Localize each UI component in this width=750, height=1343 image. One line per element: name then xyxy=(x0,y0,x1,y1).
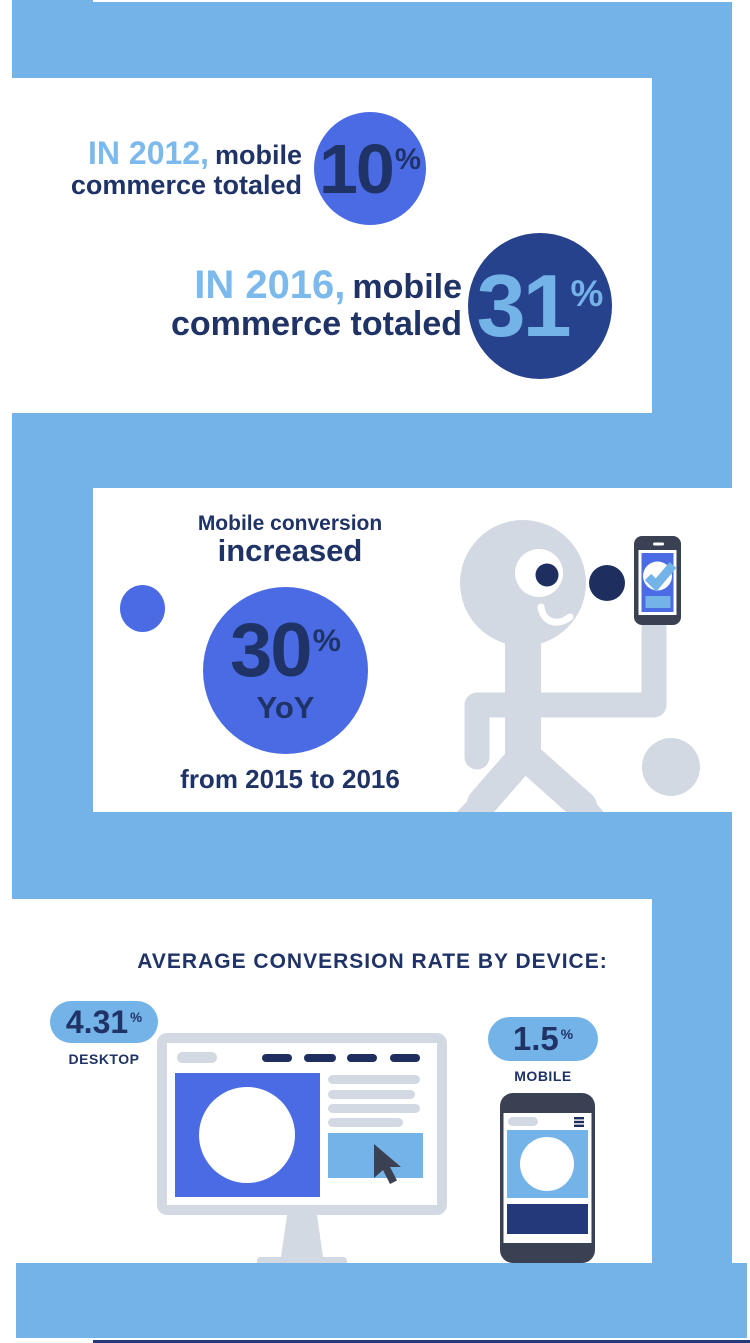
character-nose-dot xyxy=(589,565,625,601)
conversion-heading-line1: Mobile conversion xyxy=(197,512,383,535)
browser-pill xyxy=(177,1052,217,1063)
stat-2016-year: IN 2016, xyxy=(194,263,346,307)
ribbon-right-strip-lower xyxy=(652,899,732,1263)
stat-2016-line2: commerce totaled xyxy=(171,305,462,344)
devices-title: AVERAGE CONVERSION RATE BY DEVICE: xyxy=(137,950,608,973)
ball-icon xyxy=(642,738,700,796)
stat-2016-text: IN 2016, mobile commerce totaled xyxy=(150,264,462,344)
conversion-value: 30 xyxy=(230,608,313,694)
ribbon-left-strip xyxy=(12,488,93,812)
conversion-stat-circle: 30% YoY xyxy=(203,587,368,754)
desktop-monitor-illustration xyxy=(157,1033,447,1270)
conversion-percent-sign: % xyxy=(312,621,341,658)
menu-dash-icon xyxy=(390,1054,420,1062)
stat-2016-circle: 31% xyxy=(468,233,612,379)
text-line xyxy=(328,1090,415,1099)
stat-2016-percent-sign: % xyxy=(570,273,604,315)
hamburger-menu-icon xyxy=(574,1120,584,1124)
browser-pill xyxy=(508,1117,538,1126)
character-left-arm xyxy=(464,692,536,770)
character-smile xyxy=(537,603,574,626)
hero-circle xyxy=(520,1137,574,1191)
menu-dash-icon xyxy=(347,1054,377,1062)
stat-2016-rest: mobile xyxy=(352,268,462,306)
stat-2012-year: IN 2012, xyxy=(88,135,209,171)
stat-2012-line1: IN 2012, mobile xyxy=(40,136,302,171)
ribbon-middle-band-1 xyxy=(12,413,732,488)
mobile-phone-illustration xyxy=(500,1093,595,1263)
ribbon-bottom-band xyxy=(16,1263,747,1338)
next-section-edge xyxy=(93,1340,750,1343)
character-right-leg xyxy=(511,741,597,821)
hamburger-menu-icon xyxy=(574,1124,584,1127)
character-right-arm xyxy=(510,615,667,718)
conversion-yoy-label: YoY xyxy=(256,689,315,725)
mobile-stat-pill: 1.5% xyxy=(488,1017,598,1061)
handheld-phone-icon xyxy=(634,536,681,625)
stat-2016-value: 31 xyxy=(476,256,572,355)
text-line xyxy=(328,1118,403,1127)
stat-2012-circle: 10% xyxy=(314,112,426,225)
decorative-dot xyxy=(120,585,165,632)
stat-2012-line2: commerce totaled xyxy=(70,169,302,200)
stat-2016-line1: IN 2016, mobile xyxy=(150,264,462,306)
check-icon xyxy=(644,562,677,592)
stat-2012-value: 10 xyxy=(318,129,395,208)
mobile-label: MOBILE xyxy=(514,1068,572,1084)
mobile-value: 1.5 xyxy=(512,1020,559,1057)
conversion-caption: from 2015 to 2016 xyxy=(180,764,400,794)
desktop-percent-sign: % xyxy=(130,1009,143,1025)
stat-2012-text: IN 2012, mobile commerce totaled xyxy=(40,136,302,200)
character-with-phone-illustration xyxy=(453,520,700,825)
desktop-value: 4.31 xyxy=(65,1003,129,1040)
ribbon-middle-band-2 xyxy=(12,812,732,899)
stat-2012-rest: mobile xyxy=(214,140,302,170)
text-line xyxy=(328,1104,420,1113)
cursor-icon xyxy=(374,1144,401,1184)
hero-circle xyxy=(199,1087,295,1183)
desktop-label: DESKTOP xyxy=(68,1051,140,1067)
content-block xyxy=(507,1204,588,1234)
ribbon-top-band xyxy=(12,2,732,78)
mobile-percent-sign: % xyxy=(560,1025,574,1042)
conversion-heading-line2: increased xyxy=(217,533,363,568)
text-line xyxy=(328,1075,420,1084)
monitor-stand-neck xyxy=(281,1215,323,1257)
menu-dash-icon xyxy=(304,1054,336,1062)
desktop-stat-pill: 4.31% xyxy=(50,1001,158,1043)
character-pupil xyxy=(535,563,559,587)
stat-2012-percent-sign: % xyxy=(394,142,421,176)
hamburger-menu-icon xyxy=(574,1117,584,1120)
menu-dash-icon xyxy=(262,1054,292,1062)
